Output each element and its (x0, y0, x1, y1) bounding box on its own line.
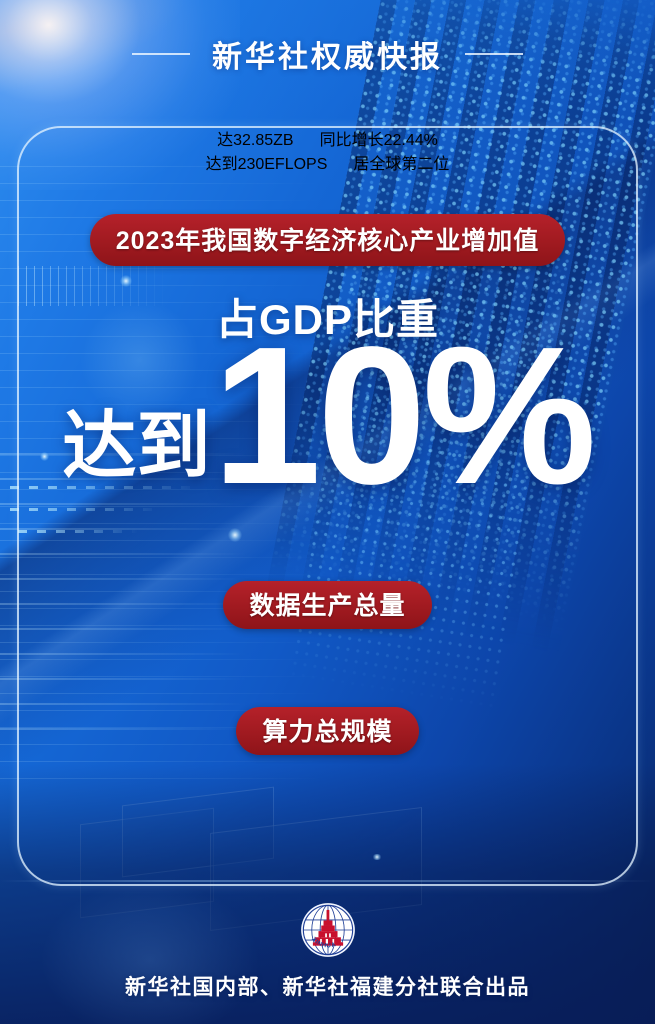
poster-content: 2023年我国数字经济核心产业增加值 占GDP比重 达到 10% 数据生产总量 … (0, 126, 655, 886)
stat-2-value-left: 达到230EFLOPS (205, 156, 328, 173)
spark-decoration-4 (372, 854, 382, 860)
spark-decoration-1 (120, 275, 132, 287)
stat-1-value-left: 达32.85ZB (217, 132, 294, 149)
footer-credit: 新华社国内部、新华社福建分社联合出品 (125, 976, 530, 999)
tick-marks-decoration (18, 266, 168, 306)
horizon-line-decoration (0, 880, 655, 882)
dashed-line-decoration-2 (10, 508, 160, 511)
hero-statistic: 达到 10% (0, 306, 655, 525)
stat-badge-data-production: 数据生产总量 (223, 581, 432, 629)
stat-1-value-right: 同比增长22.44% (319, 132, 438, 149)
headline-badge: 2023年我国数字经济核心产业增加值 (89, 214, 566, 266)
bottom-vignette (0, 764, 655, 1024)
hero-value: 10% (212, 306, 596, 525)
left-streak-lines-lower-decoration (0, 430, 250, 740)
header-rule-left-icon (132, 53, 190, 55)
stat-badge-computing-power: 算力总规模 (236, 707, 419, 755)
hero-prefix-label: 达到 (62, 403, 211, 487)
header-rule-right-icon (465, 53, 523, 55)
poster-header: 新华社权威快报 (0, 28, 655, 80)
headline-badge-row: 2023年我国数字经济核心产业增加值 (0, 214, 655, 266)
soft-glow-decoration-a (80, 300, 200, 420)
corner-glow-decoration (0, 0, 240, 190)
spark-decoration-2 (228, 528, 242, 542)
stat-badge-row-2: 算力总规模 (0, 707, 655, 755)
page-title: 新华社权威快报 (212, 41, 443, 74)
xinhua-logo-icon: XINHUA (300, 902, 356, 958)
stat-badge-row-1: 数据生产总量 (0, 581, 655, 629)
stat-line-2: 达到230EFLOPS 居全球第二位 (0, 150, 655, 174)
dashed-line-decoration-1 (10, 486, 200, 489)
dashed-line-decoration-3 (18, 530, 138, 533)
spark-decoration-3 (40, 452, 49, 461)
headline-subtitle: 占GDP比重 (215, 296, 439, 343)
stat-line-1: 达32.85ZB 同比增长22.44% (0, 126, 655, 150)
stat-2-value-right: 居全球第二位 (353, 156, 450, 173)
soft-glow-decoration-b (40, 880, 260, 1024)
